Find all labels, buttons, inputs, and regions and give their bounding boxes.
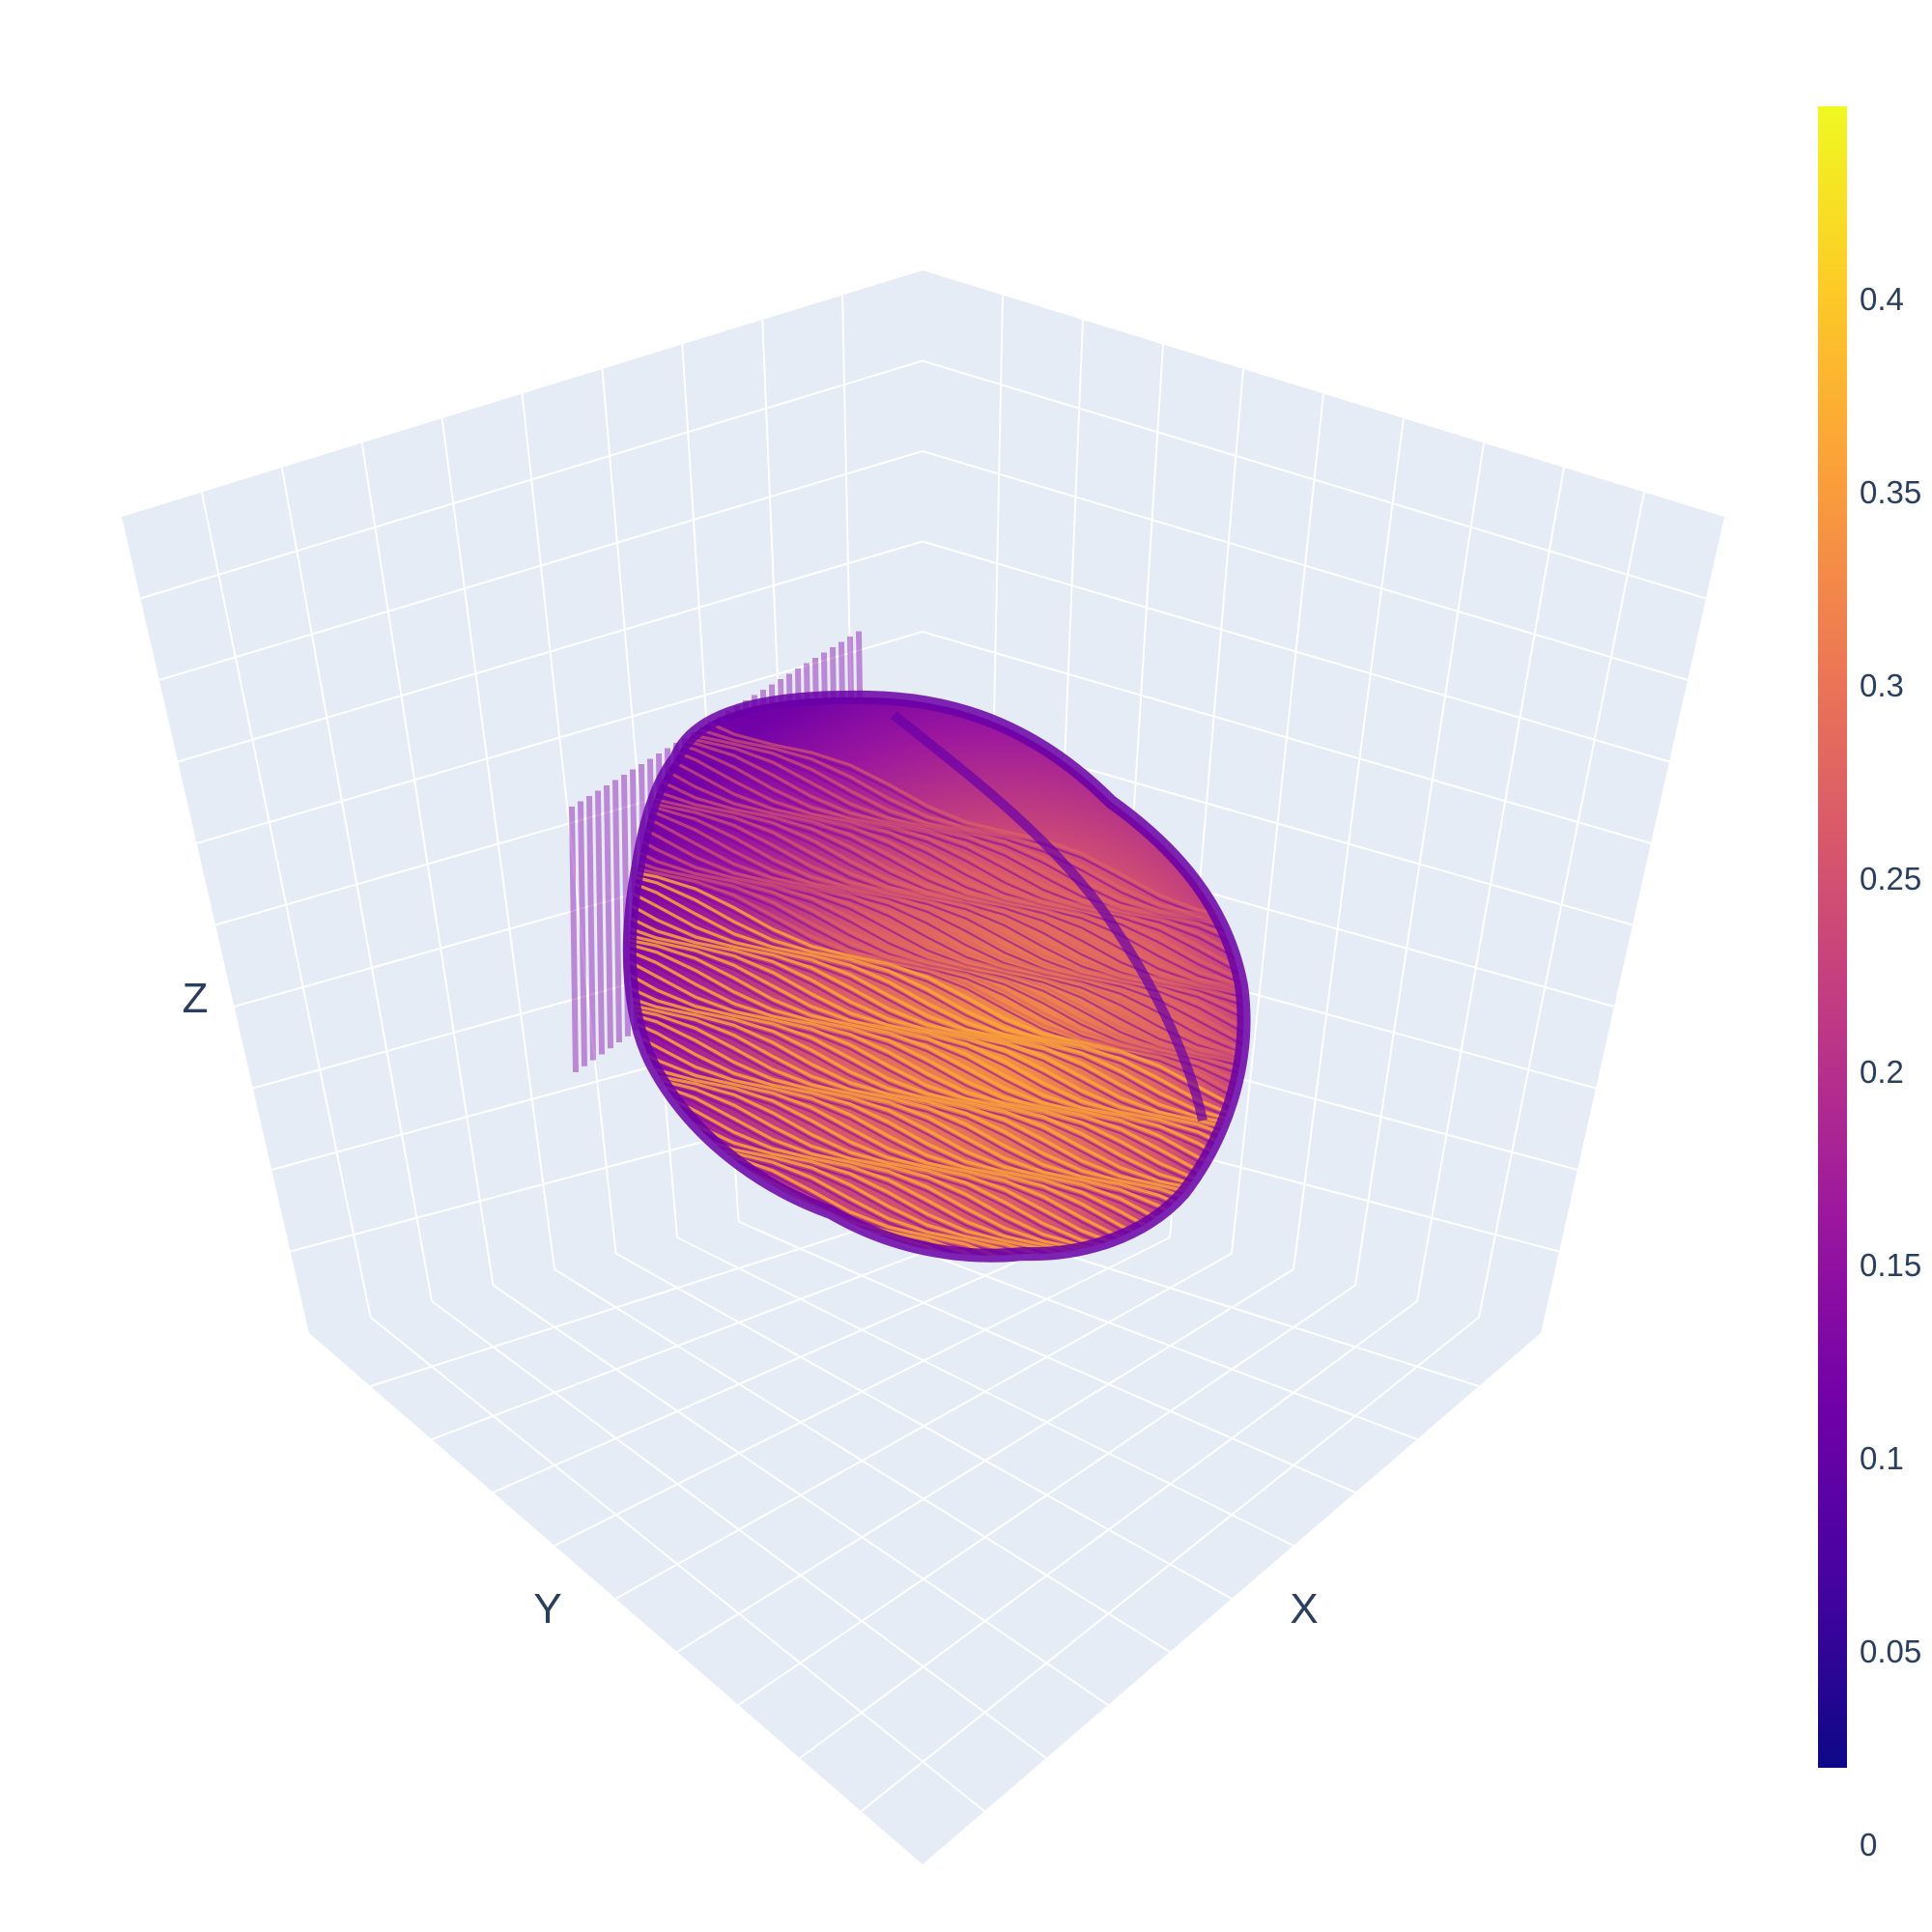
volume-slice-stripe: [629, 1062, 1244, 1256]
volume-slice-stripe: [629, 723, 1244, 976]
volume-slice-stripe: [629, 733, 1244, 990]
gridline: [1354, 442, 1485, 1286]
volume-slice-stripe: [629, 806, 1244, 1062]
volume-slice-gap: [629, 875, 1244, 1131]
volume-slice-stripe: [629, 923, 1244, 1175]
volume-slice-gap: [629, 889, 1244, 1141]
volume-slice-stripe: [629, 953, 1244, 1207]
slab-slice: [586, 795, 596, 1061]
colorbar-tick-label: 0.1: [1860, 1440, 1904, 1476]
volume-slice-gap: [629, 797, 1244, 1050]
colorbar-tick-label: 0.3: [1860, 668, 1904, 703]
volume-slice-stripe: [629, 931, 1244, 1185]
volume-slice-stripe: [629, 884, 1244, 1137]
volume-slice-gap: [629, 810, 1244, 1065]
volume-slice-stripe: [629, 769, 1244, 1020]
colorbar-tick-label: 0: [1860, 1827, 1877, 1862]
axis-title-z: Z: [183, 975, 209, 1022]
axis-title-x: X: [1290, 1585, 1318, 1633]
slab-slice: [569, 806, 579, 1073]
volume-slice-stripe: [629, 755, 1244, 1008]
scene-walls: [122, 270, 1724, 1864]
volume-slice-stripe: [629, 1073, 1244, 1256]
volume-slice-stripe: [629, 1005, 1244, 1256]
volume-slice-gap: [629, 738, 1244, 994]
volume-slice-stripe: [629, 870, 1244, 1127]
volume-slice-stripe: [629, 826, 1244, 1077]
volume-slice-gap: [629, 818, 1244, 1071]
volume-slice-stripe: [629, 939, 1244, 1196]
volume-slice-gap: [629, 872, 1244, 1127]
colorbar-ticks: 0.4 0.35 0.3 0.25 0.2 0.15 0.1 0.05 0: [1860, 281, 1921, 1862]
gridline: [676, 1236, 1294, 1547]
gridline: [615, 1252, 1233, 1600]
slab-slice: [604, 784, 613, 1049]
volume-slice-gap: [629, 936, 1244, 1189]
slab-slice: [612, 780, 622, 1043]
colorbar-tick-label: 0.05: [1860, 1634, 1921, 1669]
volume-slice-stripe: [629, 737, 1244, 993]
volume-slice-stripe: [629, 813, 1244, 1067]
volume-slice-gap: [629, 944, 1244, 1200]
volume-slice-gap: [629, 1078, 1244, 1256]
volume-slice-stripe: [629, 980, 1244, 1231]
volume-slice-stripe: [629, 729, 1244, 984]
volume-slice-gap: [629, 941, 1244, 1196]
axis-title-y: Y: [533, 1585, 561, 1633]
volume-slice-gap: [629, 867, 1244, 1120]
volume-slice-stripe: [629, 867, 1244, 1123]
volume-slice-stripe: [629, 852, 1244, 1104]
volume-slice-stripe: [629, 966, 1244, 1217]
volume-slice-gap: [629, 958, 1244, 1210]
colorbar-tick-label: 0.25: [1860, 861, 1921, 896]
colorbar-tick-label: 0.4: [1860, 281, 1904, 317]
volume-slice-gap: [629, 727, 1244, 980]
gridline: [1478, 492, 1645, 1318]
slab-slice: [578, 801, 587, 1066]
gridline: [799, 1300, 1418, 1759]
volume-slice-stripe: [629, 782, 1244, 1034]
volume-slice-stripe: [629, 862, 1244, 1116]
volume-slice-stripe: [629, 1077, 1244, 1256]
gridline: [737, 1284, 1356, 1706]
volume-slice-stripe: [629, 992, 1244, 1244]
volume-slice-gap: [629, 1005, 1244, 1256]
colorbar-gradient: [1818, 106, 1847, 1768]
colorbar-tick-label: 0.35: [1860, 474, 1921, 510]
floor: [309, 1174, 1541, 1864]
volume-slice-gap: [629, 880, 1244, 1135]
volume-slice-stripe: [629, 1069, 1244, 1256]
colorbar-tick-label: 0.2: [1860, 1054, 1904, 1090]
volume-slice-stripe: [629, 792, 1244, 1046]
volume-slice-stripe: [629, 875, 1244, 1131]
volume-slice-stripe: [629, 1000, 1244, 1255]
gridline: [860, 1316, 1480, 1812]
volume-slice-stripe: [629, 895, 1244, 1148]
slab-slice: [595, 790, 605, 1055]
volume-slice-stripe: [629, 936, 1244, 1192]
gridline: [1293, 417, 1405, 1270]
volume-slice-gap: [629, 1074, 1244, 1256]
volume-slice-gap: [629, 734, 1244, 988]
volume-slice-stripe: [629, 944, 1244, 1200]
colorbar-tick-label: 0.15: [1860, 1247, 1921, 1283]
gridline: [676, 1268, 1294, 1653]
volume-slice-stripe: [629, 839, 1244, 1091]
volume-slice-stripe: [629, 744, 1244, 998]
volume-slice-gap: [629, 749, 1244, 1002]
colorbar: 0.4 0.35 0.3 0.25 0.2 0.15 0.1 0.05 0: [1818, 106, 1921, 1862]
volume-slice-stripe: [629, 910, 1244, 1160]
gridline: [738, 1220, 1356, 1493]
volume-slice-gap: [629, 950, 1244, 1204]
volume-slice-gap: [629, 742, 1244, 997]
volume-midline: [890, 711, 1208, 1122]
gridline: [1416, 467, 1565, 1302]
